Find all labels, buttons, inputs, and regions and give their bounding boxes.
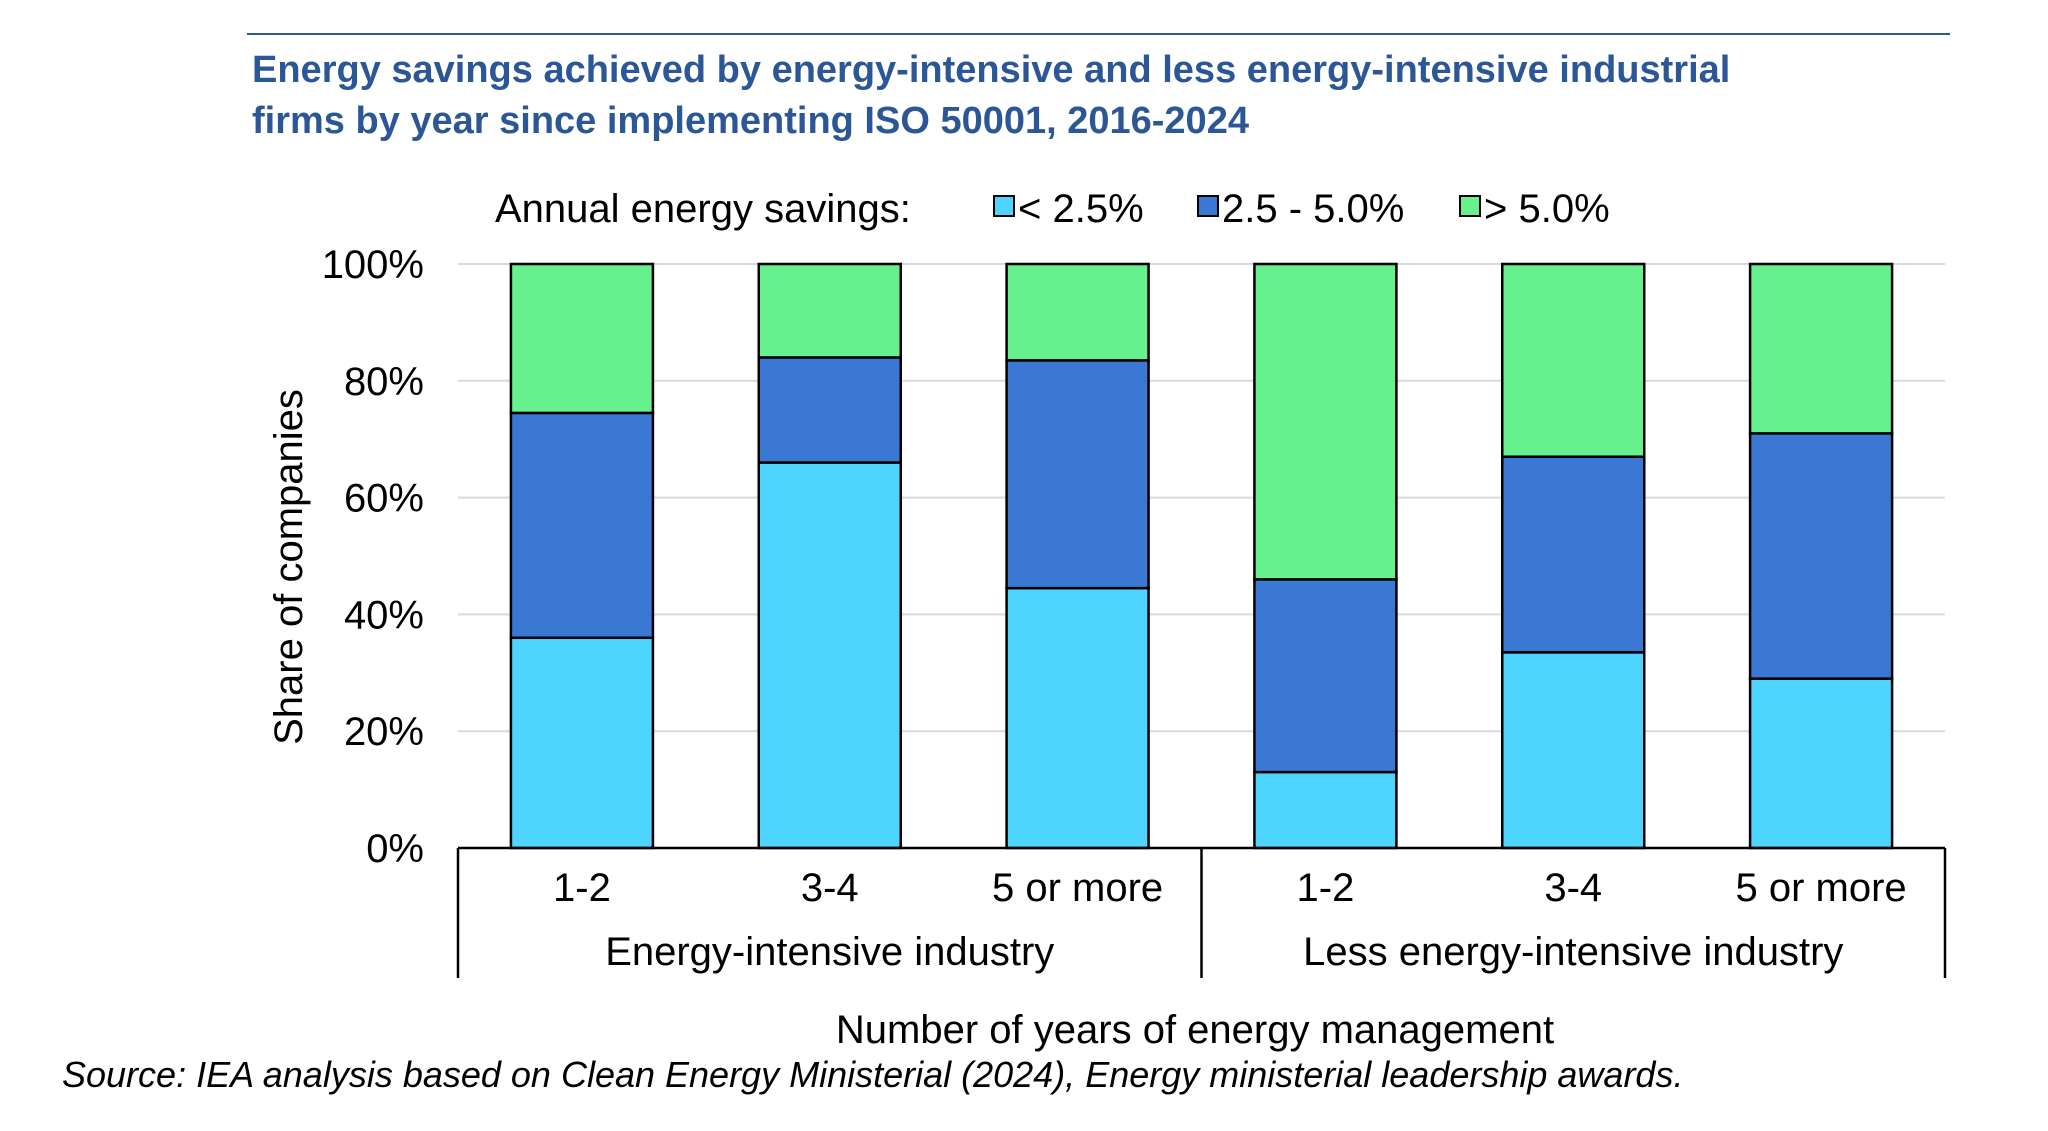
legend-title: Annual energy savings: <box>495 187 911 231</box>
x-axis-label: Number of years of energy management <box>836 1008 1554 1052</box>
legend-swatch <box>1459 195 1481 217</box>
legend-label: 2.5 - 5.0% <box>1222 187 1404 231</box>
bar-segment <box>509 262 655 415</box>
y-tick-label: 60% <box>344 477 424 521</box>
bar-segment <box>1748 262 1894 435</box>
bar-segment <box>757 461 902 850</box>
chart-title-line-2: firms by year since implementing ISO 500… <box>252 100 1249 142</box>
bar-segment <box>1005 586 1150 850</box>
x-tick-label: 3-4 <box>1544 866 1602 910</box>
bar-segment <box>1501 262 1646 458</box>
bar-segment <box>1748 432 1894 680</box>
y-tick-label: 80% <box>344 360 424 404</box>
x-tick-label: 3-4 <box>801 866 859 910</box>
legend-label: > 5.0% <box>1484 187 1610 231</box>
x-group-label: Less energy-intensive industry <box>1303 930 1843 974</box>
y-tick-label: 40% <box>344 593 424 637</box>
bars <box>509 262 1894 850</box>
x-axis: 1-2 3-4 5 or more 1-2 3-4 5 or more Energy-int… <box>456 846 1947 978</box>
bar-segment <box>757 262 902 359</box>
y-tick-label: 100% <box>322 243 424 287</box>
bar-segment <box>1253 770 1398 850</box>
legend-label: < 2.5% <box>1018 187 1144 231</box>
legend-swatch <box>1197 195 1219 217</box>
y-tick-label: 0% <box>366 827 424 871</box>
bar-segment <box>1501 651 1646 850</box>
bar-segment <box>1501 455 1646 654</box>
bar-segment <box>1748 677 1894 850</box>
y-axis-ticks: 0% 20% 40% 60% 80% 100% <box>322 243 424 871</box>
bar-segment <box>757 356 902 464</box>
bar-segment <box>1005 359 1150 590</box>
x-group-label: Energy-intensive industry <box>605 930 1054 974</box>
chart-title-line-1: Energy savings achieved by energy-intens… <box>252 49 1730 91</box>
source-note: Source: IEA analysis based on Clean Ener… <box>62 1054 1683 1095</box>
bar-segment <box>509 636 655 850</box>
x-tick-label: 1-2 <box>553 866 611 910</box>
x-tick-label: 1-2 <box>1297 866 1355 910</box>
bar-segment <box>1253 578 1398 774</box>
y-tick-label: 20% <box>344 710 424 754</box>
bar-segment <box>509 411 655 640</box>
gridlines <box>458 263 1945 733</box>
legend: < 2.5% 2.5 - 5.0% > 5.0% <box>993 187 1610 231</box>
bar-segment <box>1005 262 1150 362</box>
x-tick-label: 5 or more <box>992 866 1163 910</box>
x-tick-label: 5 or more <box>1735 866 1906 910</box>
y-axis-label: Share of companies <box>267 389 311 745</box>
bar-segment <box>1253 262 1398 581</box>
legend-swatch <box>993 195 1015 217</box>
